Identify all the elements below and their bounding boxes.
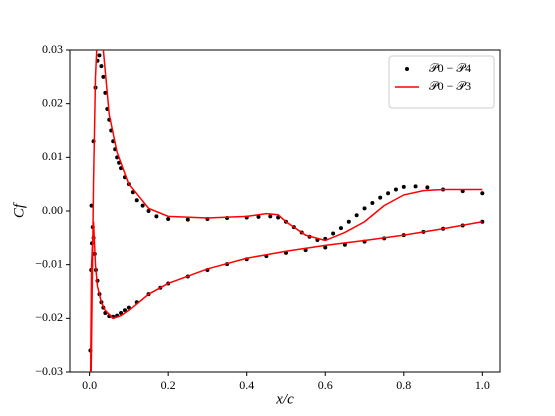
data-point [101, 74, 106, 79]
data-point [166, 217, 171, 222]
data-point [370, 200, 375, 205]
y-tick-label: 0.02 [42, 95, 63, 109]
data-point [393, 187, 398, 192]
legend-label: 𝒫0 − 𝒫4 [429, 61, 471, 75]
plot-area [88, 50, 485, 372]
data-point [122, 308, 127, 313]
data-point [97, 53, 102, 58]
y-tick-label: 0.01 [42, 149, 63, 163]
x-tick-label: 0.0 [82, 378, 97, 392]
legend-marker [405, 67, 409, 71]
y-tick-label: −0.02 [35, 310, 63, 324]
data-point [401, 184, 406, 189]
data-point [146, 209, 151, 213]
x-axis-label: x/c [275, 391, 294, 407]
data-point [386, 191, 391, 196]
data-point [338, 226, 343, 231]
legend-label: 𝒫0 − 𝒫3 [429, 79, 471, 93]
x-tick-label: 0.2 [161, 378, 176, 392]
y-tick-label: 0.00 [42, 203, 63, 217]
y-tick-label: −0.01 [35, 256, 63, 270]
legend-box [388, 55, 495, 109]
data-point [268, 214, 273, 219]
data-point [119, 310, 124, 315]
data-point [99, 64, 104, 69]
data-point [354, 213, 359, 218]
data-point [331, 231, 336, 236]
x-tick-label: 0.6 [318, 378, 333, 392]
data-point [256, 214, 261, 219]
data-point [378, 195, 383, 200]
data-point [134, 198, 139, 203]
data-point [154, 214, 159, 219]
data-point [140, 203, 145, 208]
y-axis-label: Cf [11, 202, 27, 218]
data-point [425, 185, 430, 190]
data-line [89, 50, 483, 372]
x-tick-label: 0.4 [239, 378, 254, 392]
data-point [323, 245, 328, 250]
data-point [480, 191, 485, 196]
x-tick-label: 1.0 [475, 378, 490, 392]
data-point [103, 90, 108, 95]
y-tick-label: −0.03 [35, 364, 63, 378]
data-point [413, 184, 418, 189]
y-tick-label: 0.03 [42, 42, 63, 56]
x-tick-label: 0.8 [396, 378, 411, 392]
data-point [185, 217, 190, 222]
data-point [346, 219, 351, 224]
data-point [362, 206, 367, 211]
